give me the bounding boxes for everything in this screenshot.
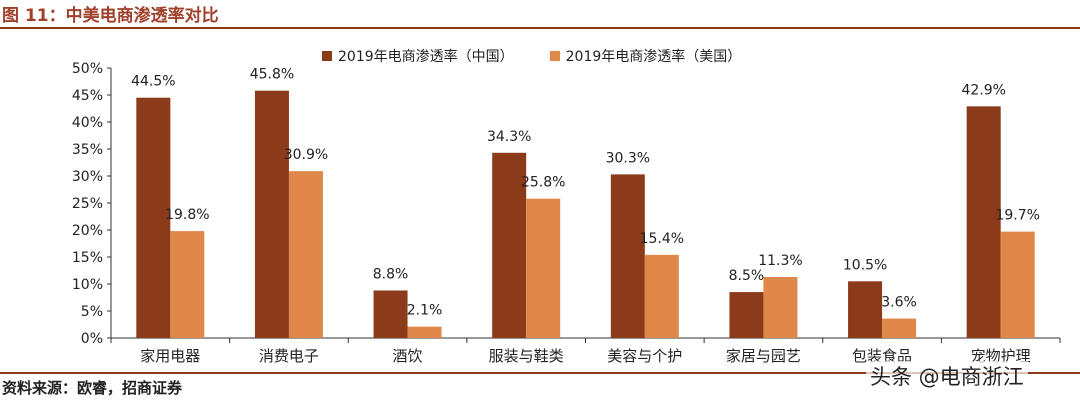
data-label-china: 34.3%: [487, 129, 531, 145]
y-tick-label: 35%: [72, 142, 103, 158]
data-label-us: 19.8%: [165, 207, 209, 223]
data-label-china: 10.5%: [843, 257, 887, 273]
bar-china: [136, 97, 171, 338]
legend-item-us: 2019年电商渗透率（美国）: [549, 46, 742, 66]
data-label-us: 15.4%: [640, 231, 684, 247]
x-tick-label: 家居与园艺: [726, 347, 801, 365]
watermark: 头条 @电商浙江: [866, 361, 1028, 391]
y-tick-label: 30%: [72, 169, 103, 185]
y-tick-label: 0%: [81, 331, 103, 347]
data-label-china: 44.5%: [131, 74, 175, 90]
legend-label-us: 2019年电商渗透率（美国）: [565, 49, 742, 65]
bar-china: [373, 290, 408, 338]
footer-rule: [0, 372, 1080, 374]
x-tick-label: 宠物护理: [971, 347, 1031, 365]
x-tick-label: 美容与个护: [607, 347, 682, 365]
bar-us: [644, 254, 679, 338]
bar-china: [492, 152, 527, 338]
bar-china: [729, 292, 764, 338]
bar-china: [610, 174, 645, 338]
data-label-us: 11.3%: [758, 253, 802, 269]
x-tick-label: 包装食品: [852, 347, 912, 365]
y-tick-label: 20%: [72, 223, 103, 239]
bar-china: [966, 106, 1001, 338]
y-tick-label: 10%: [72, 277, 103, 293]
data-label-china: 45.8%: [250, 67, 294, 83]
x-tick-label: 服装与鞋类: [489, 347, 564, 365]
bar-china: [848, 281, 883, 338]
bar-us: [763, 276, 798, 338]
figure-title: 图 11：中美电商渗透率对比: [2, 6, 219, 26]
x-tick-label: 家用电器: [140, 347, 200, 365]
bar-china: [254, 90, 289, 339]
title-rule: [0, 27, 1080, 29]
bar-us: [1000, 231, 1035, 338]
bar-us: [288, 171, 323, 338]
data-label-us: 2.1%: [407, 303, 443, 319]
bar-chart: 0% 5% 10% 15% 20% 25% 30% 35% 40% 45% 50% 44.5% 19.8…: [72, 61, 1061, 365]
source-note: 资料来源：欧睿，招商证券: [2, 379, 183, 397]
data-label-us: 19.7%: [995, 208, 1039, 224]
data-label-china: 42.9%: [961, 82, 1005, 98]
x-tick-label: 消费电子: [259, 347, 319, 365]
y-tick-label: 40%: [72, 115, 103, 131]
data-label-china: 30.3%: [606, 150, 650, 166]
y-tick-label: 5%: [81, 304, 103, 320]
data-label-us: 25.8%: [521, 175, 565, 191]
data-label-china: 8.5%: [729, 268, 765, 284]
bar-us: [170, 231, 205, 338]
y-tick-label: 50%: [72, 61, 103, 77]
y-tick-label: 25%: [72, 196, 103, 212]
bar-us: [882, 318, 917, 338]
legend-swatch-us: [549, 51, 560, 61]
chart-legend: 2019年电商渗透率（中国） 2019年电商渗透率（美国）: [322, 46, 741, 66]
x-tick-label: 酒饮: [393, 347, 423, 365]
bar-us: [407, 326, 442, 338]
bar-us: [526, 198, 561, 338]
data-label-us: 30.9%: [284, 147, 328, 163]
data-label-china: 8.8%: [373, 266, 409, 282]
y-tick-label: 45%: [72, 88, 103, 104]
legend-label-china: 2019年电商渗透率（中国）: [338, 49, 514, 65]
legend-item-china: 2019年电商渗透率（中国）: [322, 46, 514, 66]
data-label-us: 3.6%: [881, 295, 917, 311]
legend-swatch-china: [322, 51, 332, 61]
y-tick-label: 15%: [72, 250, 103, 266]
